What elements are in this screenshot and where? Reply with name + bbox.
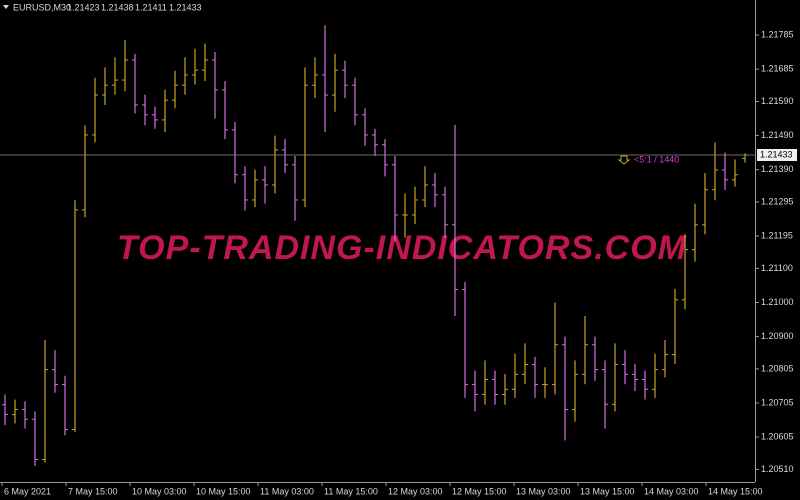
x-tick-label: 14 May 15:00 (708, 486, 763, 496)
header-high: 1.21438 (101, 2, 134, 12)
header-open: 1.21423 (67, 2, 100, 12)
x-tick-label: 7 May 15:00 (68, 486, 118, 496)
y-tick-label: 1.20705 (761, 397, 794, 407)
y-tick-label: 1.21295 (761, 196, 794, 206)
x-tick-label: 13 May 15:00 (580, 486, 635, 496)
price-label: 1.21433 (760, 149, 793, 159)
y-tick-label: 1.20605 (761, 431, 794, 441)
y-tick-label: 1.20510 (761, 464, 794, 474)
watermark: TOP-TRADING-INDICATORS.COM (117, 229, 687, 267)
y-tick-label: 1.21100 (761, 263, 793, 273)
x-tick-label: 12 May 15:00 (452, 486, 507, 496)
x-tick-label: 12 May 03:00 (388, 486, 443, 496)
indicator-arrow (617, 155, 631, 165)
y-tick-label: 1.21390 (761, 164, 794, 174)
x-tick-label: 11 May 03:00 (260, 486, 314, 496)
x-tick-label: 10 May 03:00 (132, 486, 187, 496)
menu-icon (3, 5, 9, 9)
symbol: EURUSD,M30 (13, 2, 71, 12)
x-tick-label: 14 May 03:00 (644, 486, 699, 496)
y-tick-label: 1.21195 (761, 230, 793, 240)
header-low: 1.21411 (135, 2, 167, 12)
x-tick-label: 6 May 2021 (4, 486, 51, 496)
x-tick-label: 10 May 15:00 (196, 486, 251, 496)
indicator-label: <5:1 / 1440 (634, 154, 679, 164)
y-tick-label: 1.21685 (761, 64, 794, 74)
y-tick-label: 1.20900 (761, 331, 794, 341)
y-tick-label: 1.21000 (761, 297, 794, 307)
x-tick-label: 11 May 15:00 (324, 486, 378, 496)
price-label-box (757, 148, 797, 161)
ohlc-header: 1.21423 1.21438 1.21411 1.21433 (67, 2, 202, 12)
y-tick-label: 1.21490 (761, 130, 794, 140)
y-tick-label: 1.20805 (761, 363, 794, 373)
x-tick-label: 13 May 03:00 (516, 486, 571, 496)
y-tick-label: 1.21590 (761, 96, 794, 106)
y-tick-label: 1.21785 (761, 29, 794, 39)
header-close: 1.21433 (169, 2, 202, 12)
